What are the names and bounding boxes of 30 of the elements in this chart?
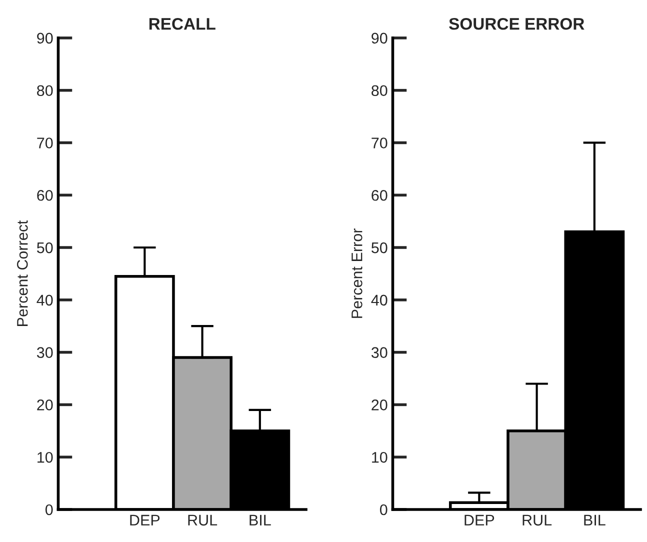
x-tick-label: RUL <box>188 514 218 526</box>
y-tick-label: 70 <box>37 138 53 148</box>
y-tick-label: 40 <box>36 294 53 306</box>
x-tick-label: DEP <box>464 514 494 526</box>
y-tick-label: 30 <box>36 347 53 358</box>
y-tick-label: 60 <box>37 190 53 201</box>
y-tick-label: 0 <box>380 504 388 516</box>
x-tick-label: BIL <box>250 514 271 526</box>
y-tick-label: 0 <box>45 504 53 516</box>
x-tick-label: BIL <box>584 514 606 526</box>
y-axis-title: Percent Correct <box>16 220 28 326</box>
y-tick-label: 90 <box>372 32 388 44</box>
x-tick-label: DEP <box>130 514 160 526</box>
chart-title: RECALL <box>149 18 216 30</box>
y-tick-label: 20 <box>372 400 388 410</box>
y-tick-label: 10 <box>372 452 388 463</box>
y-tick-label: 50 <box>372 242 388 254</box>
x-tick-label: RUL <box>522 514 552 526</box>
y-tick-label: 10 <box>38 452 53 463</box>
y-tick-label: 80 <box>372 85 388 96</box>
y-tick-label: 50 <box>36 242 53 254</box>
y-tick-label: 70 <box>372 138 388 148</box>
y-tick-label: 20 <box>37 400 53 410</box>
y-tick-label: 40 <box>371 294 388 306</box>
chart-title: SOURCE ERROR <box>449 18 584 30</box>
y-tick-label: 30 <box>371 347 388 358</box>
y-axis-title: Percent Error <box>352 228 362 318</box>
y-tick-label: 90 <box>37 32 53 44</box>
y-tick-label: 80 <box>37 85 53 96</box>
y-tick-label: 60 <box>372 190 388 201</box>
